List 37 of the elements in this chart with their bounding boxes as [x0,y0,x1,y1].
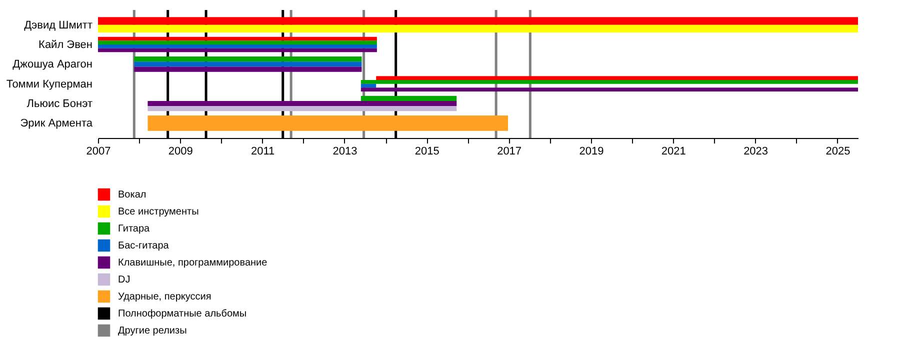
bar [98,36,377,41]
x-tick-label: 2007 [86,146,111,158]
bar [98,40,377,44]
legend-label: Гитара [118,224,150,234]
bar [98,48,377,52]
bar [134,66,362,72]
y-tick-label: Кайл Эвен [38,39,92,51]
bar [98,44,377,48]
y-tick-label: Эрик Армента [20,118,94,130]
legend-label: Полноформатные альбомы [118,308,247,320]
bar [148,106,457,112]
legend-label: Другие релизы [118,326,187,336]
bar [148,115,508,131]
x-tick-label: 2011 [250,146,275,158]
legend-label: DJ [118,274,130,286]
x-tick-label: 2015 [414,146,440,158]
legend-label: Бас-гитара [118,240,170,252]
y-tick-label: Дэвид Шмитт [24,19,92,32]
x-tick-label: 2009 [168,146,193,158]
bar [98,24,858,33]
bar [376,76,858,80]
y-tick-label: Томми Куперман [6,78,92,90]
bar [360,96,457,101]
x-tick-label: 2021 [661,146,686,158]
legend-label: Клавишные, программирование [118,258,268,268]
x-tick-label: 2017 [497,146,522,158]
x-tick-label: 2023 [744,146,768,158]
bar [134,62,362,67]
legend-label: Все инструменты [118,206,199,218]
legend-label: Вокал [118,190,146,200]
x-tick-label: 2013 [332,146,358,158]
bar [360,84,376,88]
y-tick-label: Льюис Бонэт [26,98,92,110]
y-tick-label: Джошуа Арагон [12,58,92,71]
x-tick-label: 2019 [579,146,604,158]
legend-label: Ударные, перкуссия [118,292,212,302]
x-tick-label: 2025 [826,146,850,158]
